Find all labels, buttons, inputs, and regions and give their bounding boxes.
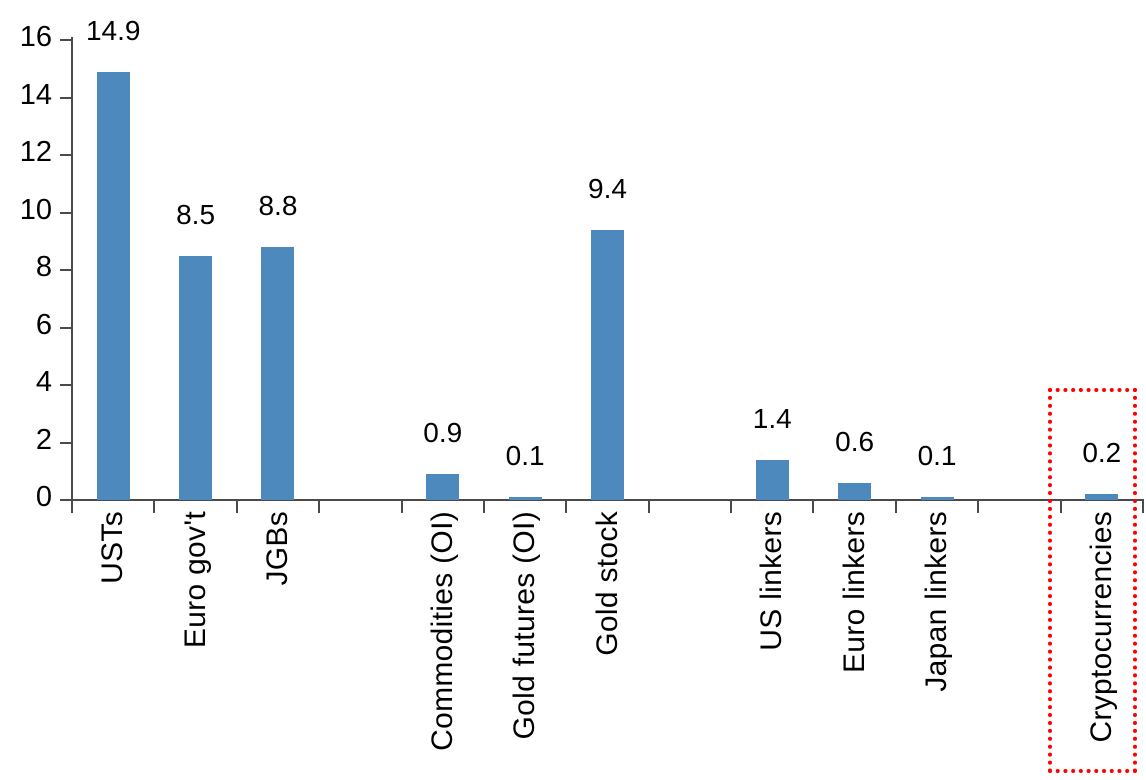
- x-axis-tick: [235, 500, 238, 513]
- bar-value-label: 0.1: [505, 440, 545, 472]
- x-category-label: US linkers: [755, 511, 789, 651]
- bar-value-label: 1.4: [752, 402, 792, 434]
- bar: [1085, 494, 1119, 500]
- y-tick-label: 12: [19, 136, 52, 168]
- y-axis-tick: [60, 384, 72, 386]
- y-axis-tick: [60, 499, 72, 501]
- x-axis-tick: [1059, 500, 1062, 513]
- y-tick-label: 4: [35, 366, 52, 398]
- y-axis-tick: [60, 154, 72, 156]
- y-tick-label: 6: [35, 308, 52, 341]
- bar-value-label: 0.1: [917, 440, 957, 472]
- y-tick-label: 10: [19, 193, 52, 226]
- x-axis-tick: [565, 500, 568, 513]
- x-axis-tick: [71, 500, 73, 513]
- y-axis-tick: [60, 441, 72, 444]
- x-axis-tick: [318, 500, 321, 513]
- x-category-label: Gold futures (OI): [508, 511, 542, 740]
- x-axis-tick: [977, 500, 980, 513]
- bar: [508, 497, 542, 500]
- y-axis-tick: [60, 269, 72, 271]
- y-tick-label: 2: [35, 423, 52, 456]
- bar-value-label: 0.2: [1082, 437, 1122, 469]
- x-axis-tick: [400, 500, 403, 513]
- x-category-label: Commodities (OI): [425, 511, 459, 751]
- y-tick-label: 16: [19, 21, 52, 53]
- x-axis-tick: [812, 500, 815, 513]
- x-axis-tick: [482, 500, 485, 513]
- x-axis-tick: [894, 500, 897, 513]
- bar: [591, 229, 624, 500]
- bar-value-label: 0.6: [835, 425, 875, 457]
- x-category-label: Gold stock: [590, 511, 624, 656]
- bar-value-label: 8.8: [258, 190, 298, 221]
- y-axis-tick: [60, 39, 72, 41]
- x-axis-line: [72, 499, 1144, 501]
- x-category-label: Japan linkers: [920, 511, 954, 692]
- y-tick-label: 0: [35, 481, 52, 513]
- y-axis-tick: [60, 96, 72, 99]
- x-axis-tick: [1142, 500, 1144, 513]
- x-axis-tick: [730, 500, 733, 513]
- bar-value-label: 14.9: [85, 14, 141, 46]
- bar: [179, 255, 213, 500]
- x-axis-tick: [153, 500, 156, 513]
- x-category-label: Euro gov't: [178, 511, 212, 649]
- y-tick-label: 8: [35, 251, 52, 283]
- y-axis-tick: [60, 326, 72, 329]
- bar: [426, 474, 460, 500]
- highlight-box: [1048, 388, 1137, 773]
- bar: [261, 247, 295, 500]
- bar: [755, 459, 789, 500]
- bar-value-label: 8.5: [176, 198, 216, 230]
- y-tick-label: 14: [19, 78, 52, 111]
- x-category-label: USTs: [96, 511, 130, 584]
- bar: [838, 482, 872, 500]
- x-category-label: Euro linkers: [837, 511, 871, 673]
- bar: [920, 497, 954, 500]
- bar-value-label: 9.4: [588, 172, 627, 204]
- x-category-label: JGBs: [260, 511, 294, 586]
- y-axis-line: [71, 37, 73, 513]
- y-axis-tick: [60, 211, 72, 214]
- x-axis-tick: [647, 500, 650, 513]
- bar: [96, 71, 130, 500]
- bar-value-label: 0.9: [423, 417, 463, 449]
